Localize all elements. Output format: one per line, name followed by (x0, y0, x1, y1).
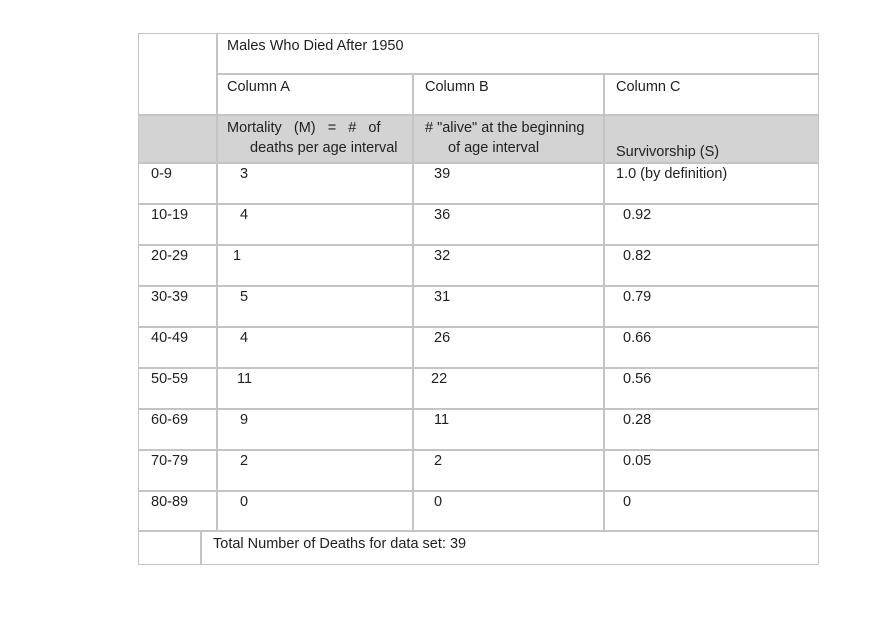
table-title: Males Who Died After 1950 (227, 38, 404, 54)
divider (139, 162, 818, 164)
total-deaths-footer: Total Number of Deaths for data set: 39 (213, 536, 467, 552)
row-alive: 31 (434, 289, 451, 305)
row-mortality: 11 (237, 371, 253, 387)
divider (139, 114, 818, 116)
row-alive: 26 (434, 330, 451, 346)
survivorship-table: Males Who Died After 1950 Column A Colum… (138, 33, 819, 565)
row-alive: 0 (434, 494, 443, 510)
divider (139, 285, 818, 287)
row-alive: 22 (431, 371, 448, 387)
row-survivorship: 0.79 (623, 289, 652, 305)
column-b-header: Column B (425, 79, 489, 95)
column-b-description-line2: of age interval (448, 140, 540, 156)
row-survivorship: 0.66 (623, 330, 652, 346)
divider (412, 74, 414, 531)
divider (139, 530, 818, 532)
row-mortality: 0 (240, 494, 249, 510)
row-survivorship: 0 (623, 494, 632, 510)
divider (200, 531, 202, 564)
row-survivorship: 1.0 (by definition) (616, 166, 728, 182)
divider (217, 73, 818, 75)
column-a-description-line1: Mortality (M) = # of (227, 120, 381, 136)
row-survivorship: 0.28 (623, 412, 652, 428)
row-mortality: 2 (240, 453, 249, 469)
row-age: 60-69 (151, 412, 189, 428)
row-alive: 2 (434, 453, 443, 469)
divider (139, 449, 818, 451)
row-alive: 39 (434, 166, 451, 182)
row-age: 70-79 (151, 453, 189, 469)
column-c-header: Column C (616, 79, 681, 95)
row-age: 80-89 (151, 494, 189, 510)
row-mortality: 5 (240, 289, 249, 305)
row-survivorship: 0.82 (623, 248, 652, 264)
row-survivorship: 0.05 (623, 453, 652, 469)
row-age: 50-59 (151, 371, 189, 387)
divider (139, 244, 818, 246)
table-border (138, 33, 819, 565)
row-age: 30-39 (151, 289, 189, 305)
row-mortality: 3 (240, 166, 249, 182)
column-b-description-line1: # "alive" at the beginning (425, 120, 585, 136)
row-alive: 32 (434, 248, 451, 264)
description-row-shade (139, 116, 818, 163)
row-mortality: 4 (240, 207, 249, 223)
row-mortality: 9 (240, 412, 249, 428)
row-survivorship: 0.56 (623, 371, 652, 387)
divider (216, 34, 218, 531)
column-a-header: Column A (227, 79, 290, 95)
row-alive: 36 (434, 207, 451, 223)
divider (139, 367, 818, 369)
row-mortality: 4 (240, 330, 249, 346)
divider (139, 203, 818, 205)
column-a-description-line2: deaths per age interval (250, 140, 398, 156)
row-age: 20-29 (151, 248, 189, 264)
divider (603, 74, 605, 531)
divider (139, 408, 818, 410)
column-c-description: Survivorship (S) (616, 144, 720, 160)
row-alive: 11 (434, 412, 450, 428)
row-survivorship: 0.92 (623, 207, 652, 223)
divider (139, 326, 818, 328)
row-mortality: 1 (233, 248, 242, 264)
row-age: 40-49 (151, 330, 189, 346)
row-age: 10-19 (151, 207, 189, 223)
row-age: 0-9 (151, 166, 172, 182)
divider (139, 490, 818, 492)
